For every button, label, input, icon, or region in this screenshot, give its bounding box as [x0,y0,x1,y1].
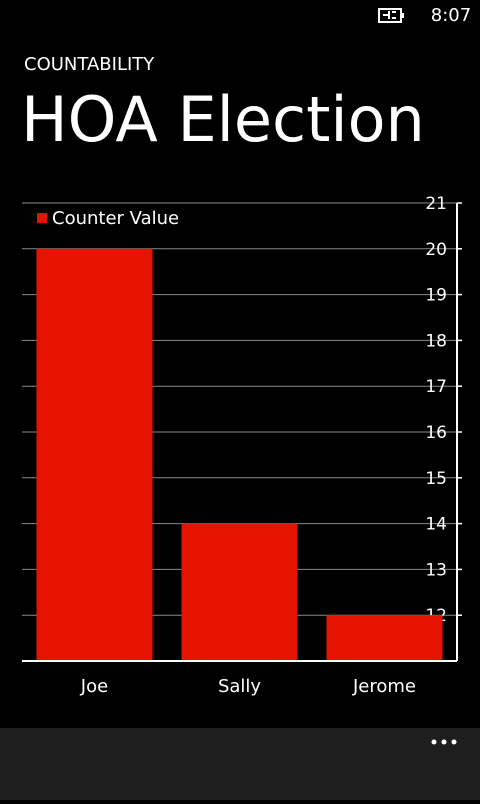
chart: 12131415161718192021JoeSallyJeromeCounte… [22,194,462,697]
legend-label: Counter Value [52,208,179,229]
y-tick-label: 13 [425,560,447,580]
y-tick-label: 19 [425,286,447,306]
x-tick-label: Jerome [352,676,416,697]
y-tick-label: 17 [425,377,447,397]
bar [181,523,298,661]
y-tick-label: 18 [425,331,447,351]
bar [36,248,153,662]
legend-swatch [37,213,47,223]
y-tick-label: 15 [425,469,447,489]
clock: 8:07 [431,5,471,26]
y-tick-label: 20 [425,240,447,260]
app-bar [0,728,480,800]
app-name: COUNTABILITY [24,54,155,75]
x-tick-label: Sally [218,676,261,697]
x-tick-label: Joe [80,676,108,697]
page-title: HOA Election [21,83,425,156]
y-tick-label: 14 [425,515,447,535]
more-button[interactable] [431,739,457,745]
battery-icon [378,8,404,23]
y-tick-label: 16 [425,423,447,443]
y-tick-label: 21 [425,194,447,214]
bar [326,615,443,661]
